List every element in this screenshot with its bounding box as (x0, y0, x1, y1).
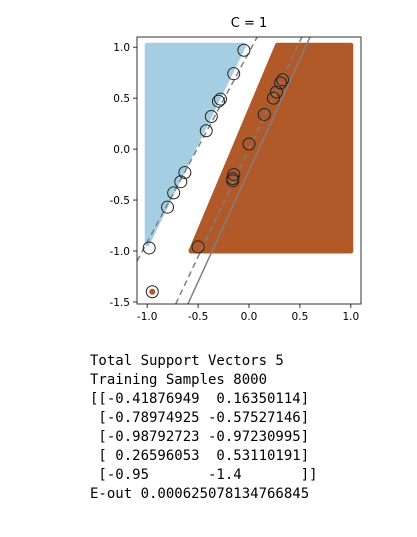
x-tick-label: 0.0 (241, 311, 258, 323)
support-vector-marker (266, 91, 280, 105)
data-point (149, 288, 156, 295)
support-vector-marker (178, 166, 192, 180)
support-vector-marker (142, 241, 156, 255)
y-tick-label: -1.5 (110, 297, 131, 309)
output-line: E-out 0.000625078134766845 (90, 486, 310, 502)
support-vector-marker (226, 174, 240, 188)
output-line: Training Samples 8000 (90, 372, 268, 388)
support-vector-marker (213, 92, 227, 106)
x-tick-label: -1.0 (137, 311, 158, 323)
decision-boundary-line (187, 37, 311, 304)
support-vector-marker (199, 124, 213, 138)
support-vector-marker (276, 73, 290, 87)
y-tick-label: -0.5 (110, 195, 131, 207)
support-vector-marker (191, 240, 205, 254)
y-tick-label: 0.5 (113, 93, 130, 105)
console-output: Total Support Vectors 5 Training Samples … (90, 352, 318, 504)
region-brown (188, 42, 354, 254)
support-vector-marker (274, 76, 288, 90)
output-line: [ 0.26596053 0.53110191] (90, 448, 310, 464)
y-tick-label: 1.0 (113, 42, 130, 54)
support-vector-marker (242, 137, 256, 151)
support-vector-marker (237, 43, 251, 57)
output-line: Total Support Vectors 5 (90, 353, 284, 369)
output-line: [-0.95 -1.4 ]] (90, 467, 318, 483)
output-line: [-0.78974925 -0.57527146] (90, 410, 310, 426)
output-line: [-0.98792723 -0.97230995] (90, 429, 310, 445)
support-vector-marker (269, 85, 283, 99)
support-vector-marker (227, 67, 241, 81)
x-tick-label: 0.5 (292, 311, 309, 323)
y-tick-label: -1.0 (110, 246, 131, 258)
svm-scatter-plot: C = 1 -1.0 -0.5 0.0 0.5 1.0 1.0 0.5 0.0 -0.5 -1.… (110, 16, 362, 323)
x-tick-label: -0.5 (188, 311, 209, 323)
support-vector-marker (204, 109, 218, 123)
support-vector-marker (145, 285, 159, 299)
x-tick-label: 1.0 (342, 311, 359, 323)
margin-line-1 (137, 37, 258, 262)
support-vector-marker (211, 94, 225, 108)
support-vector-marker (167, 186, 181, 200)
y-tick-label: 0.0 (113, 144, 130, 156)
chart-title: C = 1 (231, 16, 268, 31)
support-vector-marker (161, 200, 175, 214)
support-vector-marker (174, 175, 188, 189)
output-line: [[-0.41876949 0.16350114] (90, 391, 310, 407)
support-vector-marker (257, 107, 271, 121)
